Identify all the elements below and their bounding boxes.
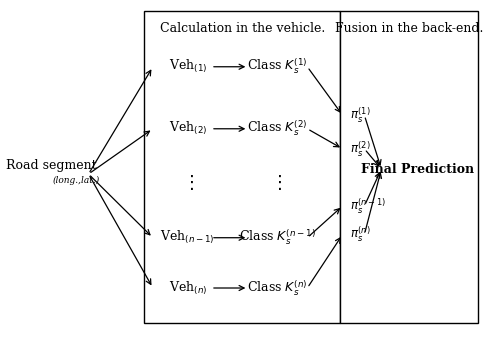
FancyBboxPatch shape [144,11,340,323]
Text: Class $K_s^{(n-1)}$: Class $K_s^{(n-1)}$ [239,228,316,247]
Text: Veh$_{(n)}$: Veh$_{(n)}$ [168,279,207,297]
Text: Class $K_s^{(1)}$: Class $K_s^{(1)}$ [247,57,308,76]
Text: Veh$_{(1)}$: Veh$_{(1)}$ [168,58,207,75]
Text: $\pi_s^{(2)}$: $\pi_s^{(2)}$ [350,139,370,159]
Text: $\vdots$: $\vdots$ [182,173,194,192]
Text: $\vdots$: $\vdots$ [270,173,282,192]
Text: Road segment: Road segment [6,159,97,172]
Text: Veh$_{(n-1)}$: Veh$_{(n-1)}$ [160,229,215,246]
Text: Class $K_s^{(2)}$: Class $K_s^{(2)}$ [247,119,308,139]
Text: $\pi_s^{(n-1)}$: $\pi_s^{(n-1)}$ [350,196,386,216]
Text: Fusion in the back-end.: Fusion in the back-end. [335,22,484,34]
Text: $\pi_s^{(n)}$: $\pi_s^{(n)}$ [350,225,370,244]
Text: Calculation in the vehicle.: Calculation in the vehicle. [160,22,325,34]
FancyBboxPatch shape [340,11,478,323]
Text: Veh$_{(2)}$: Veh$_{(2)}$ [168,120,207,138]
Text: Class $K_s^{(n)}$: Class $K_s^{(n)}$ [247,278,308,298]
Text: Final Prediction: Final Prediction [361,163,474,175]
Text: (long.,lat.): (long.,lat.) [52,176,100,185]
Text: $\pi_s^{(1)}$: $\pi_s^{(1)}$ [350,106,370,125]
